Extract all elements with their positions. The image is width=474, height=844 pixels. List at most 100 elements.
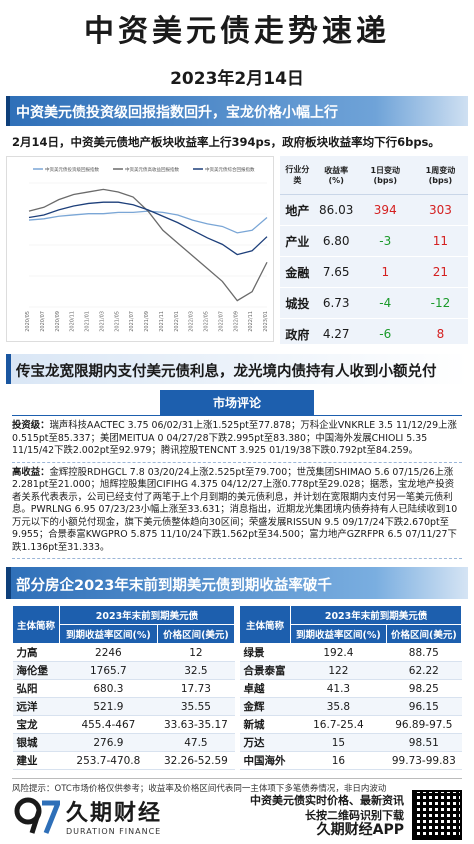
sector-row: 政府 4.27 -6 8 bbox=[280, 318, 468, 350]
price-range: 35.55 bbox=[157, 697, 235, 716]
maturity-row: 银城 276.9 47.5 bbox=[12, 733, 235, 752]
brand-logo: 久期财经 DURATION FINANCE bbox=[12, 795, 162, 836]
x-tick-label: 2020/07 bbox=[40, 311, 46, 332]
sector-yield: 86.03 bbox=[314, 194, 358, 226]
promo-line1: 中资美元债实时价格、最新资讯 bbox=[250, 793, 404, 807]
sector-change-1d: 1 bbox=[357, 256, 413, 288]
yield-range: 2246 bbox=[59, 643, 158, 662]
issuer-name: 力高 bbox=[12, 643, 60, 662]
legend-label: 中资美元债投资级回报指数 bbox=[45, 166, 99, 173]
sector-change-1d: -4 bbox=[357, 287, 413, 319]
price-range: 96.89-97.5 bbox=[386, 715, 462, 734]
issuer-name: 卓越 bbox=[239, 679, 291, 698]
col-issuer: 主体简称 bbox=[238, 605, 292, 644]
maturity-tables: 主体简称 2023年末前到期美元债 到期收益率区间(%) 价格区间(美元) 力高… bbox=[12, 605, 463, 770]
sector-yield: 6.73 bbox=[314, 287, 358, 319]
qr-code-icon[interactable] bbox=[412, 790, 462, 840]
x-tick-label: 2022/07 bbox=[218, 311, 224, 332]
group-header: 2023年末前到期美元债 bbox=[290, 605, 462, 625]
sector-change-1w: 8 bbox=[412, 318, 468, 350]
maturity-row: 远洋 521.9 35.55 bbox=[12, 697, 235, 716]
col-price-range: 价格区间(美元) bbox=[156, 624, 236, 644]
legend-item: 中资美元债综合回报指数 bbox=[193, 166, 255, 173]
section1-summary: 2月14日，中资美元债地产板块收益率上行394ps，政府板块收益率均下行6bps… bbox=[12, 135, 440, 149]
sector-name: 金融 bbox=[280, 256, 315, 288]
x-tick-label: 2021/03 bbox=[99, 311, 105, 332]
yield-range: 35.8 bbox=[290, 697, 387, 716]
sector-name: 城投 bbox=[280, 287, 315, 319]
group-header: 2023年末前到期美元债 bbox=[58, 605, 236, 625]
maturity-row: 金辉 35.8 96.15 bbox=[239, 697, 462, 716]
sector-row: 产业 6.80 -3 11 bbox=[280, 225, 468, 257]
maturity-row: 万达 15 98.51 bbox=[239, 733, 462, 752]
issuer-name: 建业 bbox=[12, 751, 60, 770]
x-tick-label: 2021/05 bbox=[114, 311, 120, 332]
issuer-name: 绿景 bbox=[239, 643, 291, 662]
price-range: 88.75 bbox=[386, 643, 462, 662]
maturity-row: 弘阳 680.3 17.73 bbox=[12, 679, 235, 698]
sector-yield-table: 行业分类 收益率(%) 1日变动(bps) 1周变动(bps) 地产 86.03 3… bbox=[280, 156, 468, 350]
x-tick-label: 2022/09 bbox=[233, 311, 239, 332]
maturity-row: 海伦堡 1765.7 32.5 bbox=[12, 661, 235, 680]
x-tick-label: 2022/03 bbox=[189, 311, 195, 332]
yield-range: 15 bbox=[290, 733, 387, 752]
sector-change-1d: -6 bbox=[357, 318, 413, 350]
maturity-table-left: 主体简称 2023年末前到期美元债 到期收益率区间(%) 价格区间(美元) 力高… bbox=[12, 605, 236, 770]
issuer-name: 银城 bbox=[12, 733, 60, 752]
yield-range: 680.3 bbox=[59, 679, 158, 698]
price-range: 47.5 bbox=[157, 733, 235, 752]
price-range: 32.26-52.59 bbox=[157, 751, 235, 770]
yield-range: 1765.7 bbox=[59, 661, 158, 680]
issuer-name: 弘阳 bbox=[12, 679, 60, 698]
yield-range: 521.9 bbox=[59, 697, 158, 716]
report-date: 2023年2月14日 bbox=[170, 69, 304, 89]
risk-notice: 风险提示：OTC市场价格仅供参考；收益率及价格区间代表同一主体项下多笔债券情况，… bbox=[12, 778, 462, 794]
yield-range: 16.7-25.4 bbox=[290, 715, 387, 734]
section3-banner: 部分房企2023年末前到期美元债到期收益率破千 bbox=[6, 567, 468, 599]
price-range: 98.51 bbox=[386, 733, 462, 752]
x-tick-label: 2021/09 bbox=[144, 311, 150, 332]
issuer-name: 海伦堡 bbox=[12, 661, 60, 680]
price-range: 33.63-35.17 bbox=[157, 715, 235, 734]
commentary-hy: 高收益：金辉控股RDHGCL 7.8 03/20/24上涨2.525pt至79.… bbox=[12, 463, 462, 559]
duration-logo-icon bbox=[12, 795, 62, 835]
sector-change-1w: 11 bbox=[412, 225, 468, 257]
x-tick-label: 2022/01 bbox=[174, 311, 180, 332]
maturity-row: 中国海外 16 99.73-99.83 bbox=[239, 751, 462, 770]
legend-label: 中资美元债综合回报指数 bbox=[205, 166, 255, 173]
market-commentary: 投资级：瑞声科技AACTEC 3.75 06/02/31上涨1.525pt至77… bbox=[12, 415, 462, 559]
legend-item: 中资美元债投资级回报指数 bbox=[33, 166, 99, 173]
brand-name-cn: 久期财经 bbox=[66, 800, 163, 826]
sector-change-1d: -3 bbox=[357, 225, 413, 257]
sector-row: 地产 86.03 394 303 bbox=[280, 194, 468, 226]
ig-text: 瑞声科技AACTEC 3.75 06/02/31上涨1.525pt至77.878… bbox=[12, 420, 457, 456]
footer: 久期财经 DURATION FINANCE 中资美元债实时价格、最新资讯 长按二… bbox=[0, 786, 474, 844]
maturity-row: 建业 253.7-470.8 32.26-52.59 bbox=[12, 751, 235, 770]
issuer-name: 金辉 bbox=[239, 697, 291, 716]
price-range: 12 bbox=[157, 643, 235, 662]
section2-banner: 传宝龙宽限期内支付美元债利息，龙光境内债持有人收到小额兑付 bbox=[6, 354, 468, 384]
sector-row: 金融 7.65 1 21 bbox=[280, 256, 468, 288]
issuer-name: 宝龙 bbox=[12, 715, 60, 734]
sector-name: 产业 bbox=[280, 225, 315, 257]
col-yield-range: 到期收益率区间(%) bbox=[290, 624, 387, 644]
yield-range: 192.4 bbox=[290, 643, 387, 662]
sector-yield: 6.80 bbox=[314, 225, 358, 257]
col-price-range: 价格区间(美元) bbox=[385, 624, 463, 644]
maturity-row: 卓越 41.3 98.25 bbox=[239, 679, 462, 698]
price-range: 32.5 bbox=[157, 661, 235, 680]
sector-yield: 7.65 bbox=[314, 256, 358, 288]
app-promo: 中资美元债实时价格、最新资讯 长按二维码识别下载 久期财经APP bbox=[250, 793, 404, 838]
sector-name: 地产 bbox=[280, 194, 315, 226]
sector-change-1w: 21 bbox=[412, 256, 468, 288]
yield-range: 16 bbox=[290, 751, 387, 770]
col-1w: 1周变动(bps) bbox=[412, 156, 468, 195]
yield-range: 253.7-470.8 bbox=[59, 751, 158, 770]
sector-name: 政府 bbox=[280, 318, 315, 350]
col-1d: 1日变动(bps) bbox=[357, 156, 413, 195]
issuer-name: 合景泰富 bbox=[239, 661, 291, 680]
index-line-chart: 中资美元债投资级回报指数 中资美元债高收益回报指数 中资美元债综合回报指数 2020/… bbox=[25, 166, 269, 332]
hy-text: 金辉控股RDHGCL 7.8 03/20/24上涨2.525pt至79.700；… bbox=[12, 466, 458, 553]
x-tick-label: 2021/07 bbox=[129, 311, 135, 332]
maturity-row: 力高 2246 12 bbox=[12, 643, 235, 662]
